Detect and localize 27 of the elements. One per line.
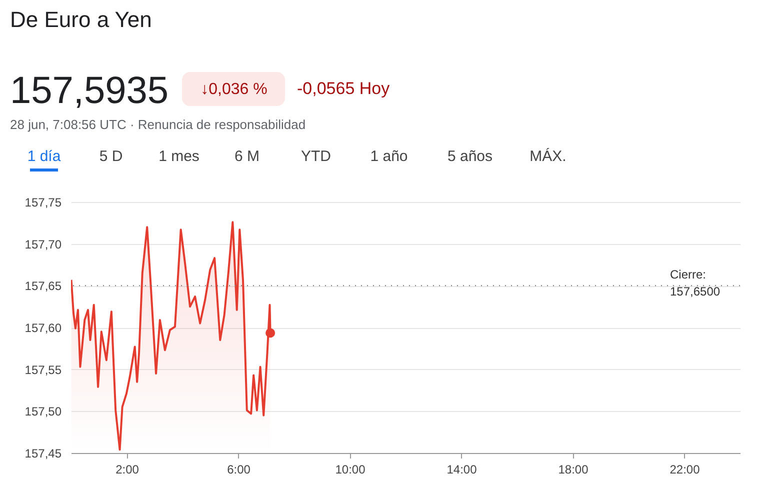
y-tick-label: 157,50: [24, 404, 62, 419]
text: 5 D: [99, 148, 123, 165]
y-tick-label: 157,70: [24, 237, 62, 252]
text: 1 mes: [158, 148, 200, 165]
y-tick-label: 157,60: [24, 321, 62, 335]
text: MÁX.: [530, 147, 566, 165]
text: 6 M: [234, 148, 260, 165]
text: 1 año: [370, 148, 408, 165]
chart-title: De Euro a Yen: [10, 7, 152, 32]
text: ↓0,036 %: [200, 81, 268, 98]
text: 5 años: [447, 148, 493, 165]
x-tick-label: 18:00: [558, 462, 589, 476]
text: 157,5935: [10, 70, 168, 112]
x-tick-label: 2:00: [116, 462, 140, 476]
x-tick-label: 6:00: [227, 462, 251, 476]
text: 1 día: [27, 148, 62, 165]
text: -0,0565 Hoy: [297, 79, 390, 98]
text: 28 jun, 7:08:56 UTC · Renuncia de responsabilidad: [10, 117, 306, 132]
x-tick-label: 14:00: [446, 462, 478, 476]
y-tick-label: 157,55: [24, 362, 62, 377]
ref-line-label: Cierre: 157,6500: [670, 268, 720, 299]
text: YTD: [301, 148, 332, 165]
y-tick-label: 157,45: [24, 446, 62, 460]
y-tick-label: 157,75: [24, 196, 62, 210]
x-tick-label: 10:00: [335, 462, 366, 476]
x-tick-label: 22:00: [670, 462, 700, 476]
y-tick-label: 157,65: [24, 279, 62, 294]
